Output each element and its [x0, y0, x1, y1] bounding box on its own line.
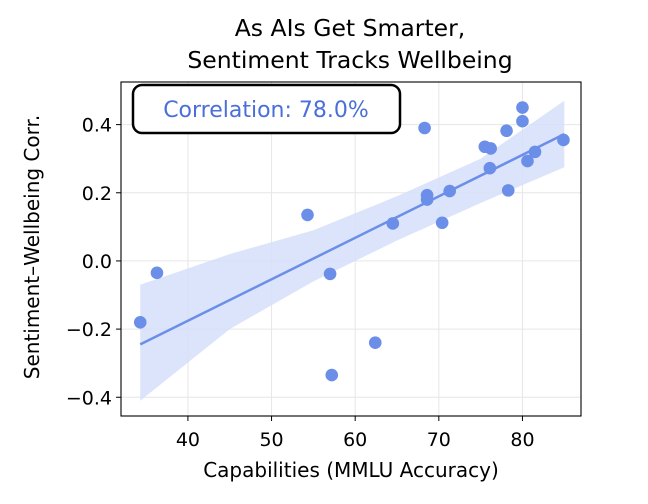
- y-tick-label: 0.2: [82, 183, 112, 205]
- data-point: [501, 184, 515, 197]
- regression-line: [139, 133, 565, 346]
- data-point: [484, 142, 497, 155]
- correlation-annotation: Correlation: 78.0%: [131, 83, 402, 135]
- data-point: [150, 266, 164, 280]
- data-point: [443, 184, 456, 198]
- x-tick-label: 50: [259, 429, 283, 451]
- y-axis-label: Sentiment–Wellbeing Corr.: [20, 115, 44, 380]
- data-point: [516, 101, 529, 114]
- data-point: [133, 315, 147, 329]
- y-tick-label: −0.4: [66, 387, 112, 409]
- plot-frame: [120, 81, 582, 417]
- annotation-text: Correlation: 78.0%: [163, 98, 369, 123]
- chart-title-line2: Sentiment Tracks Wellbeing: [187, 46, 512, 74]
- data-point: [418, 121, 431, 135]
- data-point: [483, 161, 497, 175]
- y-tick-label: 0.0: [82, 251, 112, 273]
- chart-title-line1: As AIs Get Smarter,: [235, 14, 466, 42]
- data-point: [521, 154, 534, 168]
- y-tick-label: −0.2: [66, 319, 112, 341]
- data-point: [528, 145, 542, 159]
- x-tick-label: 80: [510, 429, 534, 451]
- data-point: [323, 267, 337, 281]
- data-point: [500, 124, 513, 138]
- data-point: [325, 368, 339, 382]
- annotation-box: [131, 83, 402, 135]
- x-tick-label: 40: [176, 429, 200, 451]
- data-point: [435, 216, 449, 230]
- data-point: [557, 133, 570, 147]
- x-tick-label: 60: [343, 429, 367, 451]
- x-tick-label: 70: [427, 429, 451, 451]
- data-point: [301, 208, 314, 222]
- data-point: [420, 193, 434, 206]
- x-axis-label: Capabilities (MMLU Accuracy): [203, 458, 499, 482]
- data-point: [516, 114, 529, 128]
- plot-area: 40 50 60 70 80 −0.4 −0.2 0.0 0.2 0.4: [66, 81, 582, 451]
- confidence-band: [140, 100, 565, 401]
- data-point: [368, 336, 382, 350]
- y-tick-label: 0.4: [82, 115, 112, 137]
- data-point: [386, 217, 400, 230]
